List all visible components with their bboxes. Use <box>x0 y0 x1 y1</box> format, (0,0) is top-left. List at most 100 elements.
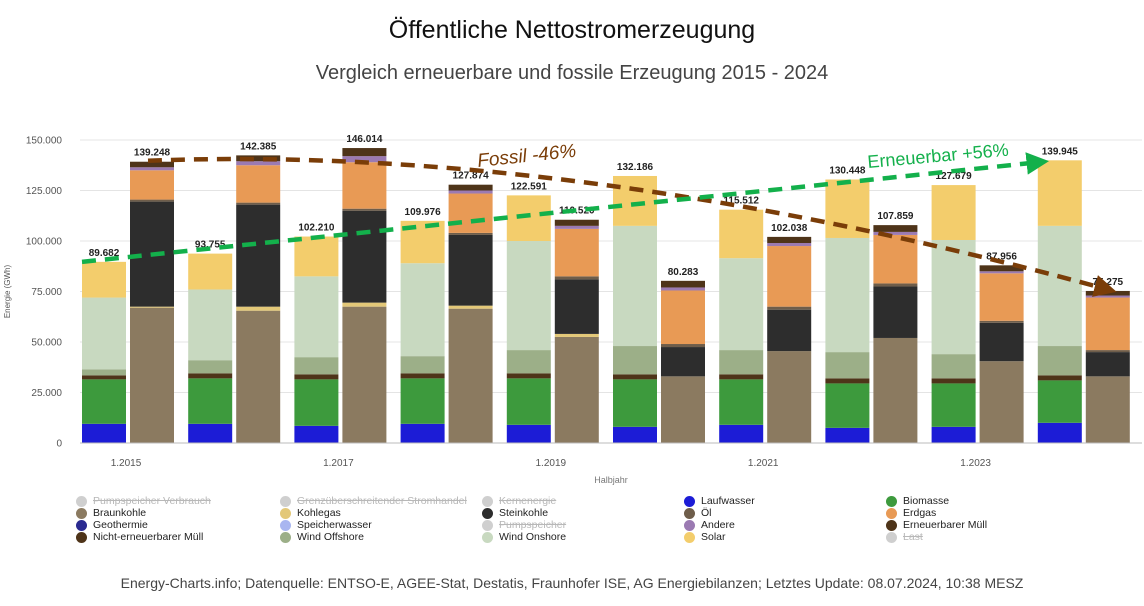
bar-segment-biomasse <box>506 378 551 425</box>
legend-item[interactable]: Pumpspeicher Verbrauch <box>76 495 211 507</box>
legend-label: Kernenergie <box>499 495 557 507</box>
legend-label: Biomasse <box>903 495 950 507</box>
legend-item[interactable]: Kernenergie <box>482 495 556 507</box>
bar-segment-laufwasser <box>400 423 445 443</box>
legend-item[interactable]: Erdgas <box>886 507 936 519</box>
bar-segment-steinkohle <box>873 286 918 338</box>
bar-segment-braunkohle <box>767 351 812 443</box>
bar-segment-wind-offshore <box>825 352 870 379</box>
legend-item[interactable]: Pumpspeicher <box>482 519 566 531</box>
legend-label: Erdgas <box>903 507 937 519</box>
bar-total-label: 102.038 <box>771 223 808 234</box>
legend-label: Kohlegas <box>297 507 341 519</box>
bar-segment-öl <box>1085 350 1130 353</box>
legend-item[interactable]: Biomasse <box>886 495 949 507</box>
legend-item[interactable]: Solar <box>684 531 726 543</box>
bar-segment-braunkohle <box>342 306 387 443</box>
legend-swatch <box>886 495 897 507</box>
legend-item[interactable]: Nicht-erneuerbarer Müll <box>76 531 203 543</box>
bar-segment-laufwasser <box>719 424 764 443</box>
bar-segment-nicht-erneuerbarer-müll <box>448 184 493 191</box>
legend-swatch <box>76 531 87 543</box>
bar-total-label: 132.186 <box>617 162 654 173</box>
bar-total-label: 80.283 <box>668 267 699 278</box>
legend-item[interactable]: Geothermie <box>76 519 148 531</box>
bar-segment-öl <box>767 306 812 310</box>
legend-swatch <box>280 507 291 519</box>
bar-segment-andere <box>448 190 493 194</box>
bar-segment-erdgas <box>979 273 1024 321</box>
legend-item[interactable]: Speicherwasser <box>280 519 372 531</box>
bar-segment-steinkohle <box>342 210 387 303</box>
legend-swatch <box>684 519 695 531</box>
legend-label: Erneuerbarer Müll <box>903 519 988 531</box>
bar-segment-andere <box>342 156 387 163</box>
legend-item[interactable]: Öl <box>684 507 712 519</box>
legend-item[interactable]: Wind Offshore <box>280 531 364 543</box>
bar-segment-nicht-erneuerbarer-müll <box>554 219 599 226</box>
legend-label: Steinkohle <box>499 507 549 519</box>
legend-item[interactable]: Erneuerbarer Müll <box>886 519 987 531</box>
bar-segment-wind-offshore <box>400 356 445 374</box>
bar-segment-erneuerbarer-müll <box>1037 375 1082 381</box>
bar-segment-erneuerbarer-müll <box>931 378 976 384</box>
legend-label: Wind Offshore <box>297 531 364 543</box>
bar-segment-braunkohle <box>130 307 174 443</box>
bar-segment-andere <box>554 225 599 229</box>
legend-swatch <box>76 507 87 519</box>
bar-total-label: 110.520 <box>559 206 595 217</box>
bar-segment-andere <box>1085 295 1130 298</box>
bar-segment-wind-onshore <box>719 258 764 351</box>
x-tick-label: 1.2015 <box>111 458 142 469</box>
legend-item[interactable]: Kohlegas <box>280 507 341 519</box>
bar-segment-steinkohle <box>554 279 599 334</box>
bar-segment-öl <box>873 283 918 287</box>
bar-segment-nicht-erneuerbarer-müll <box>767 236 812 244</box>
legend-label: Solar <box>701 531 726 543</box>
legend-swatch <box>886 519 897 531</box>
bar-segment-wind-onshore <box>825 237 870 353</box>
bar-segment-wind-onshore <box>931 239 976 355</box>
bar-total-label: 142.385 <box>240 141 277 152</box>
bar-segment-öl <box>130 199 174 202</box>
bar-segment-nicht-erneuerbarer-müll <box>342 148 387 157</box>
legend-item[interactable]: Grenzüberschreitender Stromhandel <box>280 495 467 507</box>
bar-segment-solar <box>1037 160 1082 226</box>
legend-item[interactable]: Last <box>886 531 923 543</box>
legend-item[interactable]: Andere <box>684 519 735 531</box>
bar-segment-solar <box>188 253 233 290</box>
bar-segment-andere <box>236 161 281 166</box>
bar-segment-wind-offshore <box>82 369 126 376</box>
bar-segment-braunkohle <box>979 361 1024 443</box>
legend-item[interactable]: Laufwasser <box>684 495 755 507</box>
legend-label: Last <box>903 531 923 543</box>
bar-segment-braunkohle <box>1085 376 1130 443</box>
bar-segment-biomasse <box>188 378 233 424</box>
bar-total-label: 107.859 <box>877 211 914 222</box>
bar-total-label: 102.210 <box>298 223 335 234</box>
bar-total-label: 122.591 <box>511 181 548 192</box>
bar-segment-laufwasser <box>931 426 976 443</box>
legend-label: Andere <box>701 519 735 531</box>
chart-title: Öffentliche Nettostromerzeugung <box>388 16 756 44</box>
bar-segment-nicht-erneuerbarer-müll <box>236 155 281 162</box>
bar-total-label: 146.014 <box>346 134 383 145</box>
bar-segment-wind-offshore <box>294 357 339 375</box>
chart-subtitle: Vergleich erneuerbare und fossile Erzeug… <box>315 62 829 84</box>
bar-segment-biomasse <box>719 379 764 425</box>
bar-segment-erneuerbarer-müll <box>82 375 126 380</box>
bar-segment-solar <box>294 236 339 277</box>
bar-total-label: 139.945 <box>1042 146 1079 157</box>
bar-segment-laufwasser <box>82 423 126 443</box>
bar-segment-wind-offshore <box>1037 346 1082 376</box>
legend-item[interactable]: Wind Onshore <box>482 531 566 543</box>
legend-item[interactable]: Steinkohle <box>482 507 548 519</box>
legend-item[interactable]: Braunkohle <box>76 507 146 519</box>
bar-segment-biomasse <box>400 378 445 424</box>
y-tick-label: 0 <box>56 439 62 450</box>
legend-swatch <box>482 507 493 519</box>
bar-segment-laufwasser <box>825 427 870 443</box>
legend-swatch <box>482 531 493 543</box>
legend-swatch <box>684 507 695 519</box>
bar-segment-erdgas <box>130 170 174 200</box>
